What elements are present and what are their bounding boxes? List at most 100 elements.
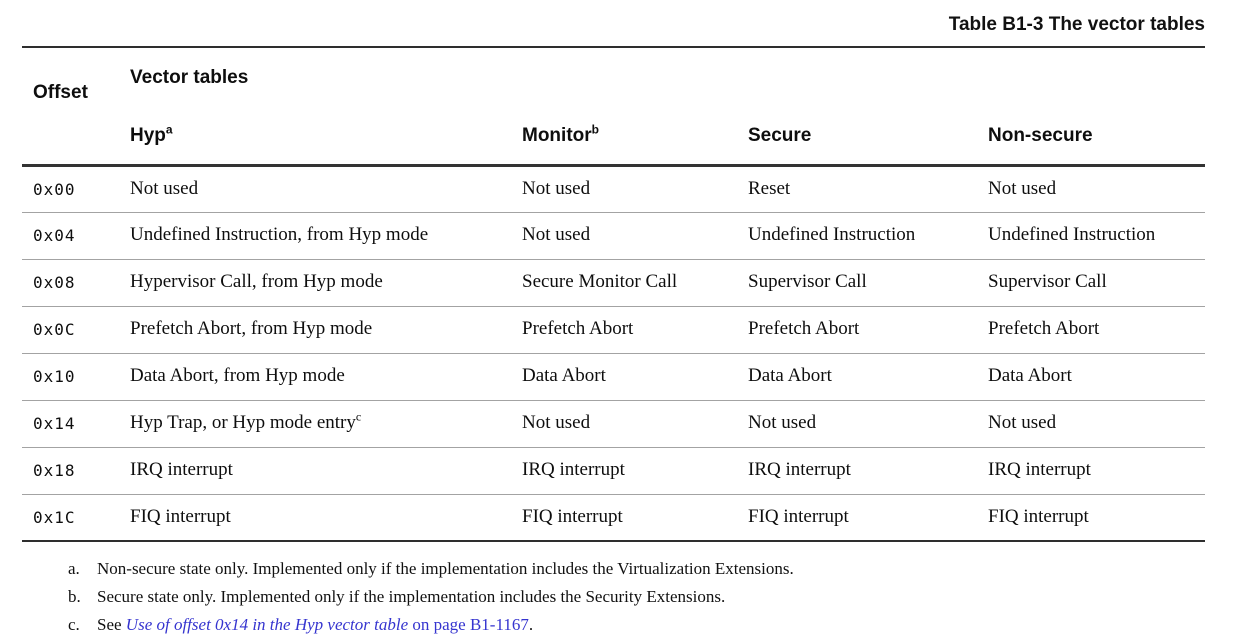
- footnote-marker: a.: [68, 559, 80, 578]
- link-title[interactable]: Use of offset 0x14 in the Hyp vector tab…: [125, 615, 409, 634]
- cell-text: Data Abort: [522, 364, 606, 386]
- column-label: Hyp: [130, 124, 166, 146]
- non-secure-cell: IRQ interrupt: [988, 446, 1206, 494]
- monitor-cell: Not used: [522, 165, 748, 212]
- group-header: Vector tables: [130, 67, 249, 88]
- footnote-ref-b: b: [591, 122, 599, 137]
- table-row: 0x1C FIQ interrupt FIQ interrupt FIQ int…: [22, 493, 1206, 541]
- secure-cell: Prefetch Abort: [748, 305, 988, 353]
- column-header-hyp: Hypa: [130, 91, 522, 167]
- secure-cell: Supervisor Call: [748, 258, 988, 306]
- hyp-cell: Prefetch Abort, from Hyp mode: [130, 305, 522, 353]
- hyp-cell: Hypervisor Call, from Hyp mode: [130, 258, 522, 306]
- cell-text: IRQ interrupt: [988, 458, 1091, 480]
- cell-text: Prefetch Abort, from Hyp mode: [130, 317, 373, 339]
- table-caption: Table B1-3 The vector tables: [948, 14, 1205, 35]
- cell-text: Secure Monitor Call: [522, 270, 678, 292]
- cell-text: FIQ interrupt: [130, 505, 231, 527]
- cell-text: Undefined Instruction: [988, 223, 1156, 245]
- cell-text: FIQ interrupt: [522, 505, 623, 527]
- footnote-a: a. Non-secure state only. Implemented onl…: [68, 558, 1250, 580]
- cell-text: Not used: [988, 177, 1057, 199]
- offset-cell: 0x14: [22, 399, 130, 447]
- cell-text: Not used: [130, 177, 199, 199]
- footnote-text: See Use of offset 0x14 in the Hyp vector…: [97, 615, 533, 634]
- footnote-ref-c: c: [355, 409, 362, 424]
- footnote-marker: c.: [68, 615, 80, 634]
- hyp-cell: Data Abort, from Hyp mode: [130, 352, 522, 400]
- cell-text: IRQ interrupt: [748, 458, 851, 480]
- secure-cell: Not used: [748, 399, 988, 447]
- monitor-cell: Prefetch Abort: [522, 305, 748, 353]
- cell-text: Not used: [748, 411, 817, 433]
- footnote-ref-a: a: [165, 122, 173, 137]
- cell-text: Undefined Instruction, from Hyp mode: [130, 223, 429, 245]
- table-row: 0x08 Hypervisor Call, from Hyp mode Secu…: [22, 258, 1206, 306]
- cell-text: Supervisor Call: [988, 270, 1107, 292]
- secure-cell: IRQ interrupt: [748, 446, 988, 494]
- vector-table: Offset Vector tables Hypa Monitorb Secur…: [22, 46, 1206, 542]
- table-row: 0x14 Hyp Trap, or Hyp mode entryc Not us…: [22, 399, 1206, 447]
- hyp-cell: IRQ interrupt: [130, 446, 522, 494]
- footnote-prefix: See: [97, 615, 126, 634]
- table-row: 0x00 Not used Not used Reset Not used: [22, 165, 1205, 212]
- table-row: 0x10 Data Abort, from Hyp mode Data Abor…: [22, 352, 1206, 400]
- cell-text: Not used: [522, 223, 591, 245]
- non-secure-cell: Supervisor Call: [988, 258, 1206, 306]
- column-label: Monitor: [522, 124, 592, 146]
- offset-cell: 0x0C: [22, 305, 130, 353]
- monitor-cell: Secure Monitor Call: [522, 258, 748, 306]
- non-secure-cell: Data Abort: [988, 352, 1206, 400]
- secure-cell: FIQ interrupt: [748, 493, 988, 541]
- offset-cell: 0x00: [33, 179, 76, 199]
- offset-cell: 0x04: [22, 211, 130, 259]
- offset-cell: 0x1C: [22, 493, 130, 541]
- hyp-cell: FIQ interrupt: [130, 493, 522, 541]
- monitor-cell: Data Abort: [522, 352, 748, 400]
- non-secure-cell: Not used: [988, 399, 1206, 447]
- table-header: Offset Vector tables Hypa Monitorb Secur…: [22, 47, 1206, 167]
- cell-text: Not used: [522, 411, 591, 433]
- footnotes: a. Non-secure state only. Implemented onl…: [68, 558, 1250, 636]
- column-label: Non-secure: [988, 124, 1093, 146]
- cell-text: Data Abort, from Hyp mode: [130, 364, 345, 386]
- table-row: 0x0C Prefetch Abort, from Hyp mode Prefe…: [22, 305, 1206, 353]
- hyp-cell: Undefined Instruction, from Hyp mode: [130, 211, 522, 259]
- secure-cell: Data Abort: [748, 352, 988, 400]
- column-header-non-secure: Non-secure: [988, 91, 1206, 167]
- non-secure-cell: Prefetch Abort: [988, 305, 1206, 353]
- non-secure-cell: Undefined Instruction: [988, 211, 1206, 259]
- table-row: 0x04 Undefined Instruction, from Hyp mod…: [22, 211, 1206, 259]
- cell-text: FIQ interrupt: [748, 505, 849, 527]
- footnote-c: c. See Use of offset 0x14 in the Hyp vect…: [68, 614, 1250, 636]
- non-secure-cell: FIQ interrupt: [988, 493, 1206, 541]
- secure-cell: Reset: [748, 165, 988, 212]
- cell-text: Reset: [748, 177, 791, 199]
- offset-cell: 0x08: [22, 258, 130, 306]
- cell-text: Not used: [522, 177, 591, 199]
- hyp-cell: Not used: [130, 165, 522, 212]
- footnote-text: Secure state only. Implemented only if t…: [97, 587, 726, 606]
- link-page[interactable]: on page B1-1167: [408, 615, 529, 634]
- cell-text: FIQ interrupt: [988, 505, 1089, 527]
- column-header-monitor: Monitorb: [522, 91, 748, 167]
- cell-text: Hyp Trap, or Hyp mode entry: [130, 411, 356, 433]
- footnote-suffix: .: [528, 615, 534, 634]
- cell-text: Undefined Instruction: [748, 223, 916, 245]
- cross-reference-link[interactable]: Use of offset 0x14 in the Hyp vector tab…: [126, 615, 529, 634]
- footnote-marker: b.: [68, 587, 81, 606]
- footnote-b: b. Secure state only. Implemented only if…: [68, 586, 1250, 608]
- cell-text: Supervisor Call: [748, 270, 867, 292]
- offset-column-header: Offset: [22, 47, 130, 167]
- cell-text: Hypervisor Call, from Hyp mode: [130, 270, 383, 292]
- offset-cell: 0x18: [22, 446, 130, 494]
- table-body: 0x00 Not used Not used Reset Not used 0x…: [22, 165, 1206, 541]
- cell-text: Prefetch Abort: [988, 317, 1100, 339]
- monitor-cell: FIQ interrupt: [522, 493, 748, 541]
- secure-cell: Undefined Instruction: [748, 211, 988, 259]
- cell-text: IRQ interrupt: [522, 458, 625, 480]
- footnote-text: Non-secure state only. Implemented only …: [97, 559, 794, 578]
- group-header-row: Offset Vector tables: [22, 47, 1205, 167]
- monitor-cell: IRQ interrupt: [522, 446, 748, 494]
